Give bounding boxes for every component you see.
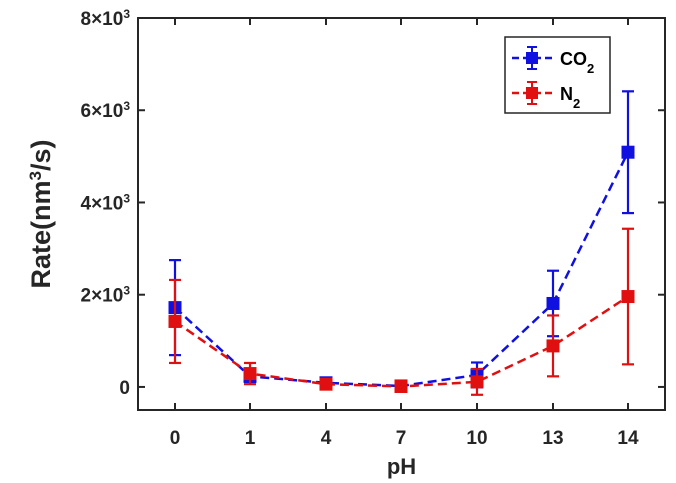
legend-label: CO2 bbox=[560, 49, 594, 76]
x-tick-label: 14 bbox=[617, 428, 639, 449]
y-tick-label: 0 bbox=[119, 378, 130, 399]
y-tick-exponent: 3 bbox=[123, 99, 130, 113]
x-tick-label: 7 bbox=[396, 428, 407, 449]
y-tick-label: 6×103 bbox=[81, 99, 131, 122]
y-tick-exponent: 3 bbox=[123, 284, 130, 298]
legend-entry: CO2 bbox=[512, 46, 594, 76]
y-axis-label-base: Rate(nm bbox=[26, 180, 56, 288]
y-tick-mantissa: 2×10 bbox=[81, 286, 124, 307]
y-tick-label: 4×103 bbox=[81, 191, 131, 214]
y-tick-mantissa: 6×10 bbox=[81, 101, 124, 122]
y-axis-label: Rate(nm3/s) bbox=[26, 140, 57, 289]
data-point bbox=[243, 367, 257, 381]
y-tick-label: 2×103 bbox=[81, 284, 131, 307]
y-tick-exponent: 3 bbox=[123, 7, 130, 21]
series-co2 bbox=[168, 90, 635, 393]
data-point bbox=[546, 339, 560, 353]
x-tick-label: 13 bbox=[542, 428, 563, 449]
y-tick-mantissa: 4×10 bbox=[81, 193, 124, 214]
legend-marker bbox=[526, 52, 538, 64]
x-tick-label: 1 bbox=[245, 428, 256, 449]
legend-label: N2 bbox=[560, 84, 580, 111]
series-line bbox=[174, 295, 629, 388]
y-tick-mantissa: 8×10 bbox=[81, 9, 124, 30]
data-point bbox=[470, 375, 484, 389]
data-point bbox=[394, 379, 408, 393]
data-point bbox=[621, 290, 635, 304]
legend-marker bbox=[526, 87, 538, 99]
series-layer bbox=[168, 90, 635, 396]
data-point bbox=[168, 314, 182, 328]
data-point bbox=[319, 377, 333, 391]
y-tick-exponent: 3 bbox=[123, 191, 130, 205]
data-point bbox=[546, 296, 560, 310]
x-tick-label: 0 bbox=[170, 428, 181, 449]
series-line bbox=[174, 151, 630, 388]
y-axis-label-tail: /s) bbox=[26, 140, 56, 172]
x-axis-label: pH bbox=[387, 454, 416, 479]
series-n2 bbox=[168, 227, 635, 396]
x-tick-label: 4 bbox=[321, 428, 332, 449]
x-axis: 0 1 4 7 10 13 14 bbox=[170, 18, 639, 449]
y-axis-label-sup: 3 bbox=[26, 171, 45, 180]
x-tick-label: 10 bbox=[466, 428, 487, 449]
data-point bbox=[621, 145, 635, 159]
y-tick-mantissa: 0 bbox=[119, 378, 130, 399]
y-tick-label: 8×103 bbox=[81, 7, 131, 30]
legend-entry: N2 bbox=[512, 81, 580, 111]
legend-box bbox=[504, 36, 611, 114]
